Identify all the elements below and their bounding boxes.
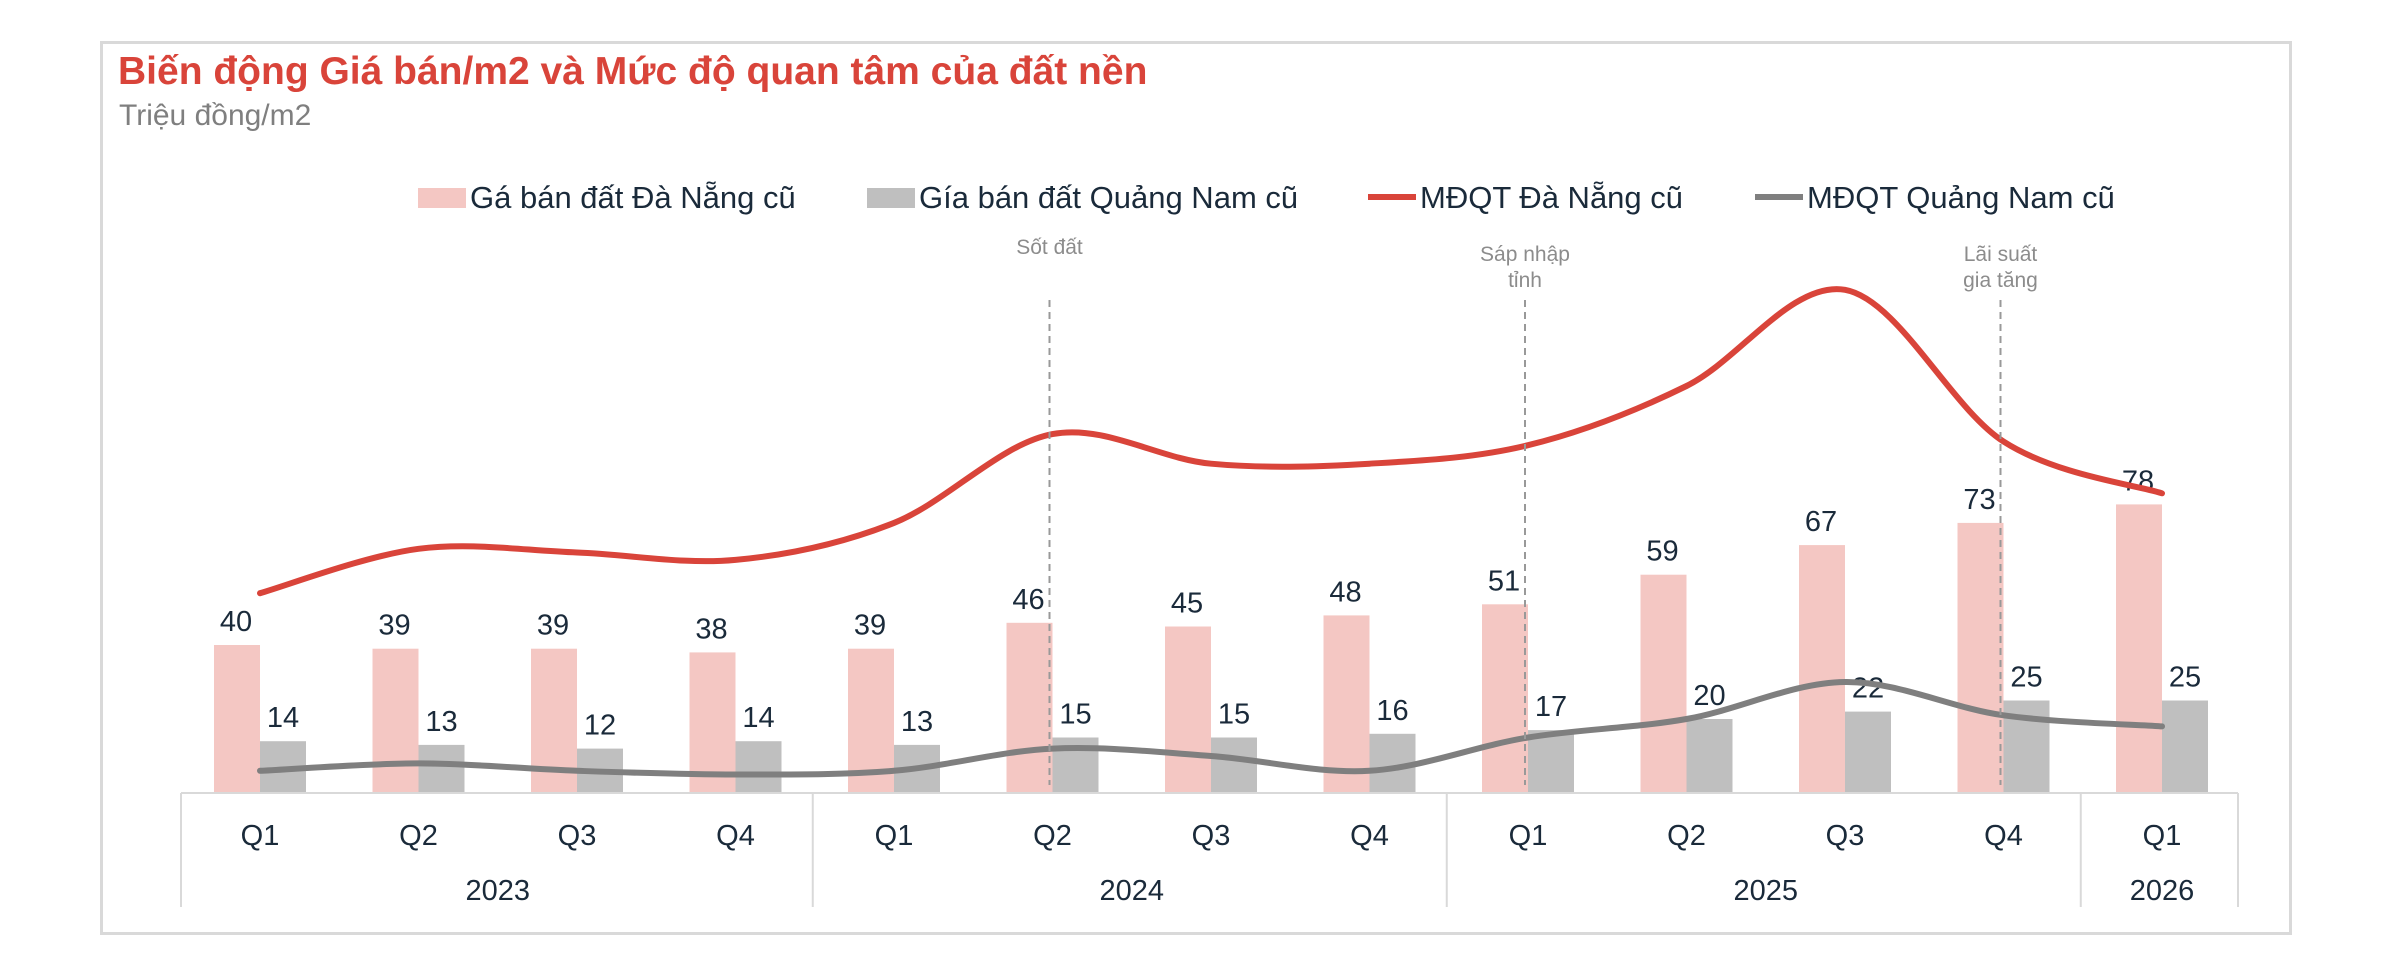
annotation-label: tỉnh bbox=[1508, 269, 1542, 292]
annotation-label: Sốt đất bbox=[1016, 236, 1083, 259]
bar-1-12 bbox=[1957, 522, 2004, 793]
bar-value-label: 25 bbox=[2169, 662, 2201, 694]
bar-2-7 bbox=[1211, 737, 1257, 793]
x-tick-label: Q4 bbox=[716, 820, 755, 852]
bar-2-10 bbox=[1686, 719, 1733, 793]
annotation-label: Sáp nhập bbox=[1480, 243, 1570, 266]
legend-swatch-1 bbox=[418, 188, 466, 208]
legend-label-1: Gá bán đất Đà Nẵng cũ bbox=[470, 180, 796, 215]
bar-1-2 bbox=[372, 648, 419, 793]
bar-1-8 bbox=[1323, 615, 1370, 793]
bar-value-label: 40 bbox=[220, 606, 252, 638]
bar-1-6 bbox=[1006, 622, 1053, 793]
legend-label-4: MĐQT Quảng Nam cũ bbox=[1807, 180, 2115, 215]
legend-label-2: Gía bán đất Quảng Nam cũ bbox=[919, 180, 1298, 215]
bar-value-label: 15 bbox=[1059, 699, 1091, 731]
legend-swatch-2 bbox=[867, 188, 915, 208]
bar-value-label: 12 bbox=[584, 710, 616, 742]
bar-value-label: 16 bbox=[1376, 695, 1408, 727]
chart-frame bbox=[100, 41, 2292, 935]
line-series-2 bbox=[257, 678, 2165, 778]
bar-2-2 bbox=[418, 744, 465, 793]
x-group-label: 2025 bbox=[1733, 875, 1798, 907]
x-group-label: 2024 bbox=[1099, 875, 1164, 907]
bar-1-1 bbox=[214, 645, 260, 793]
bar-value-label: 38 bbox=[695, 613, 727, 645]
x-tick-label: Q4 bbox=[1984, 820, 2023, 852]
bar-2-13 bbox=[2162, 700, 2208, 793]
bar-1-7 bbox=[1165, 626, 1211, 793]
line-series-1 bbox=[257, 286, 2165, 597]
bar-2-11 bbox=[1845, 711, 1891, 793]
bar-value-label: 15 bbox=[1218, 699, 1250, 731]
x-tick-label: Q3 bbox=[1192, 820, 1231, 852]
x-tick-label: Q2 bbox=[399, 820, 438, 852]
bar-value-label: 67 bbox=[1805, 506, 1837, 538]
x-tick-label: Q1 bbox=[241, 820, 280, 852]
x-tick-label: Q4 bbox=[1350, 820, 1389, 852]
bar-value-label: 39 bbox=[378, 610, 410, 642]
bar-value-label: 51 bbox=[1488, 565, 1520, 597]
bar-1-10 bbox=[1640, 574, 1687, 793]
x-group-label: 2026 bbox=[2130, 875, 2195, 907]
bar-value-label: 39 bbox=[854, 610, 886, 642]
bar-value-label: 20 bbox=[1693, 680, 1725, 712]
x-tick-label: Q1 bbox=[2143, 820, 2182, 852]
bar-1-11 bbox=[1799, 545, 1845, 793]
x-tick-label: Q2 bbox=[1667, 820, 1706, 852]
annotation-label: gia tăng bbox=[1963, 269, 2038, 292]
bar-value-label: 22 bbox=[1852, 673, 1884, 705]
bar-value-label: 14 bbox=[742, 702, 774, 734]
bar-value-label: 13 bbox=[901, 706, 933, 738]
bar-1-13 bbox=[2116, 504, 2162, 793]
bar-1-4 bbox=[689, 652, 736, 793]
bar-value-label: 46 bbox=[1012, 584, 1044, 616]
bar-value-label: 25 bbox=[2010, 662, 2042, 694]
x-tick-label: Q1 bbox=[875, 820, 914, 852]
bar-1-9 bbox=[1482, 604, 1528, 793]
annotation-label: Lãi suất bbox=[1964, 243, 2038, 266]
bar-2-4 bbox=[735, 741, 782, 793]
bar-value-label: 73 bbox=[1963, 484, 1995, 516]
legend-label-3: MĐQT Đà Nẵng cũ bbox=[1420, 180, 1683, 215]
bar-value-label: 39 bbox=[537, 610, 569, 642]
x-group-label: 2023 bbox=[465, 875, 530, 907]
bar-value-label: 13 bbox=[425, 706, 457, 738]
bar-value-label: 14 bbox=[267, 702, 299, 734]
bar-value-label: 59 bbox=[1646, 536, 1678, 568]
x-tick-label: Q3 bbox=[1826, 820, 1865, 852]
x-tick-label: Q1 bbox=[1509, 820, 1548, 852]
x-tick-label: Q2 bbox=[1033, 820, 1072, 852]
x-tick-label: Q3 bbox=[558, 820, 597, 852]
chart-title: Biến động Giá bán/m2 và Mức độ quan tâm … bbox=[118, 50, 1148, 93]
chart-subtitle: Triệu đồng/m2 bbox=[119, 99, 312, 132]
bar-value-label: 48 bbox=[1329, 576, 1361, 608]
bar-value-label: 17 bbox=[1535, 691, 1567, 723]
bar-value-label: 45 bbox=[1171, 588, 1203, 620]
bar-2-9 bbox=[1528, 730, 1574, 793]
